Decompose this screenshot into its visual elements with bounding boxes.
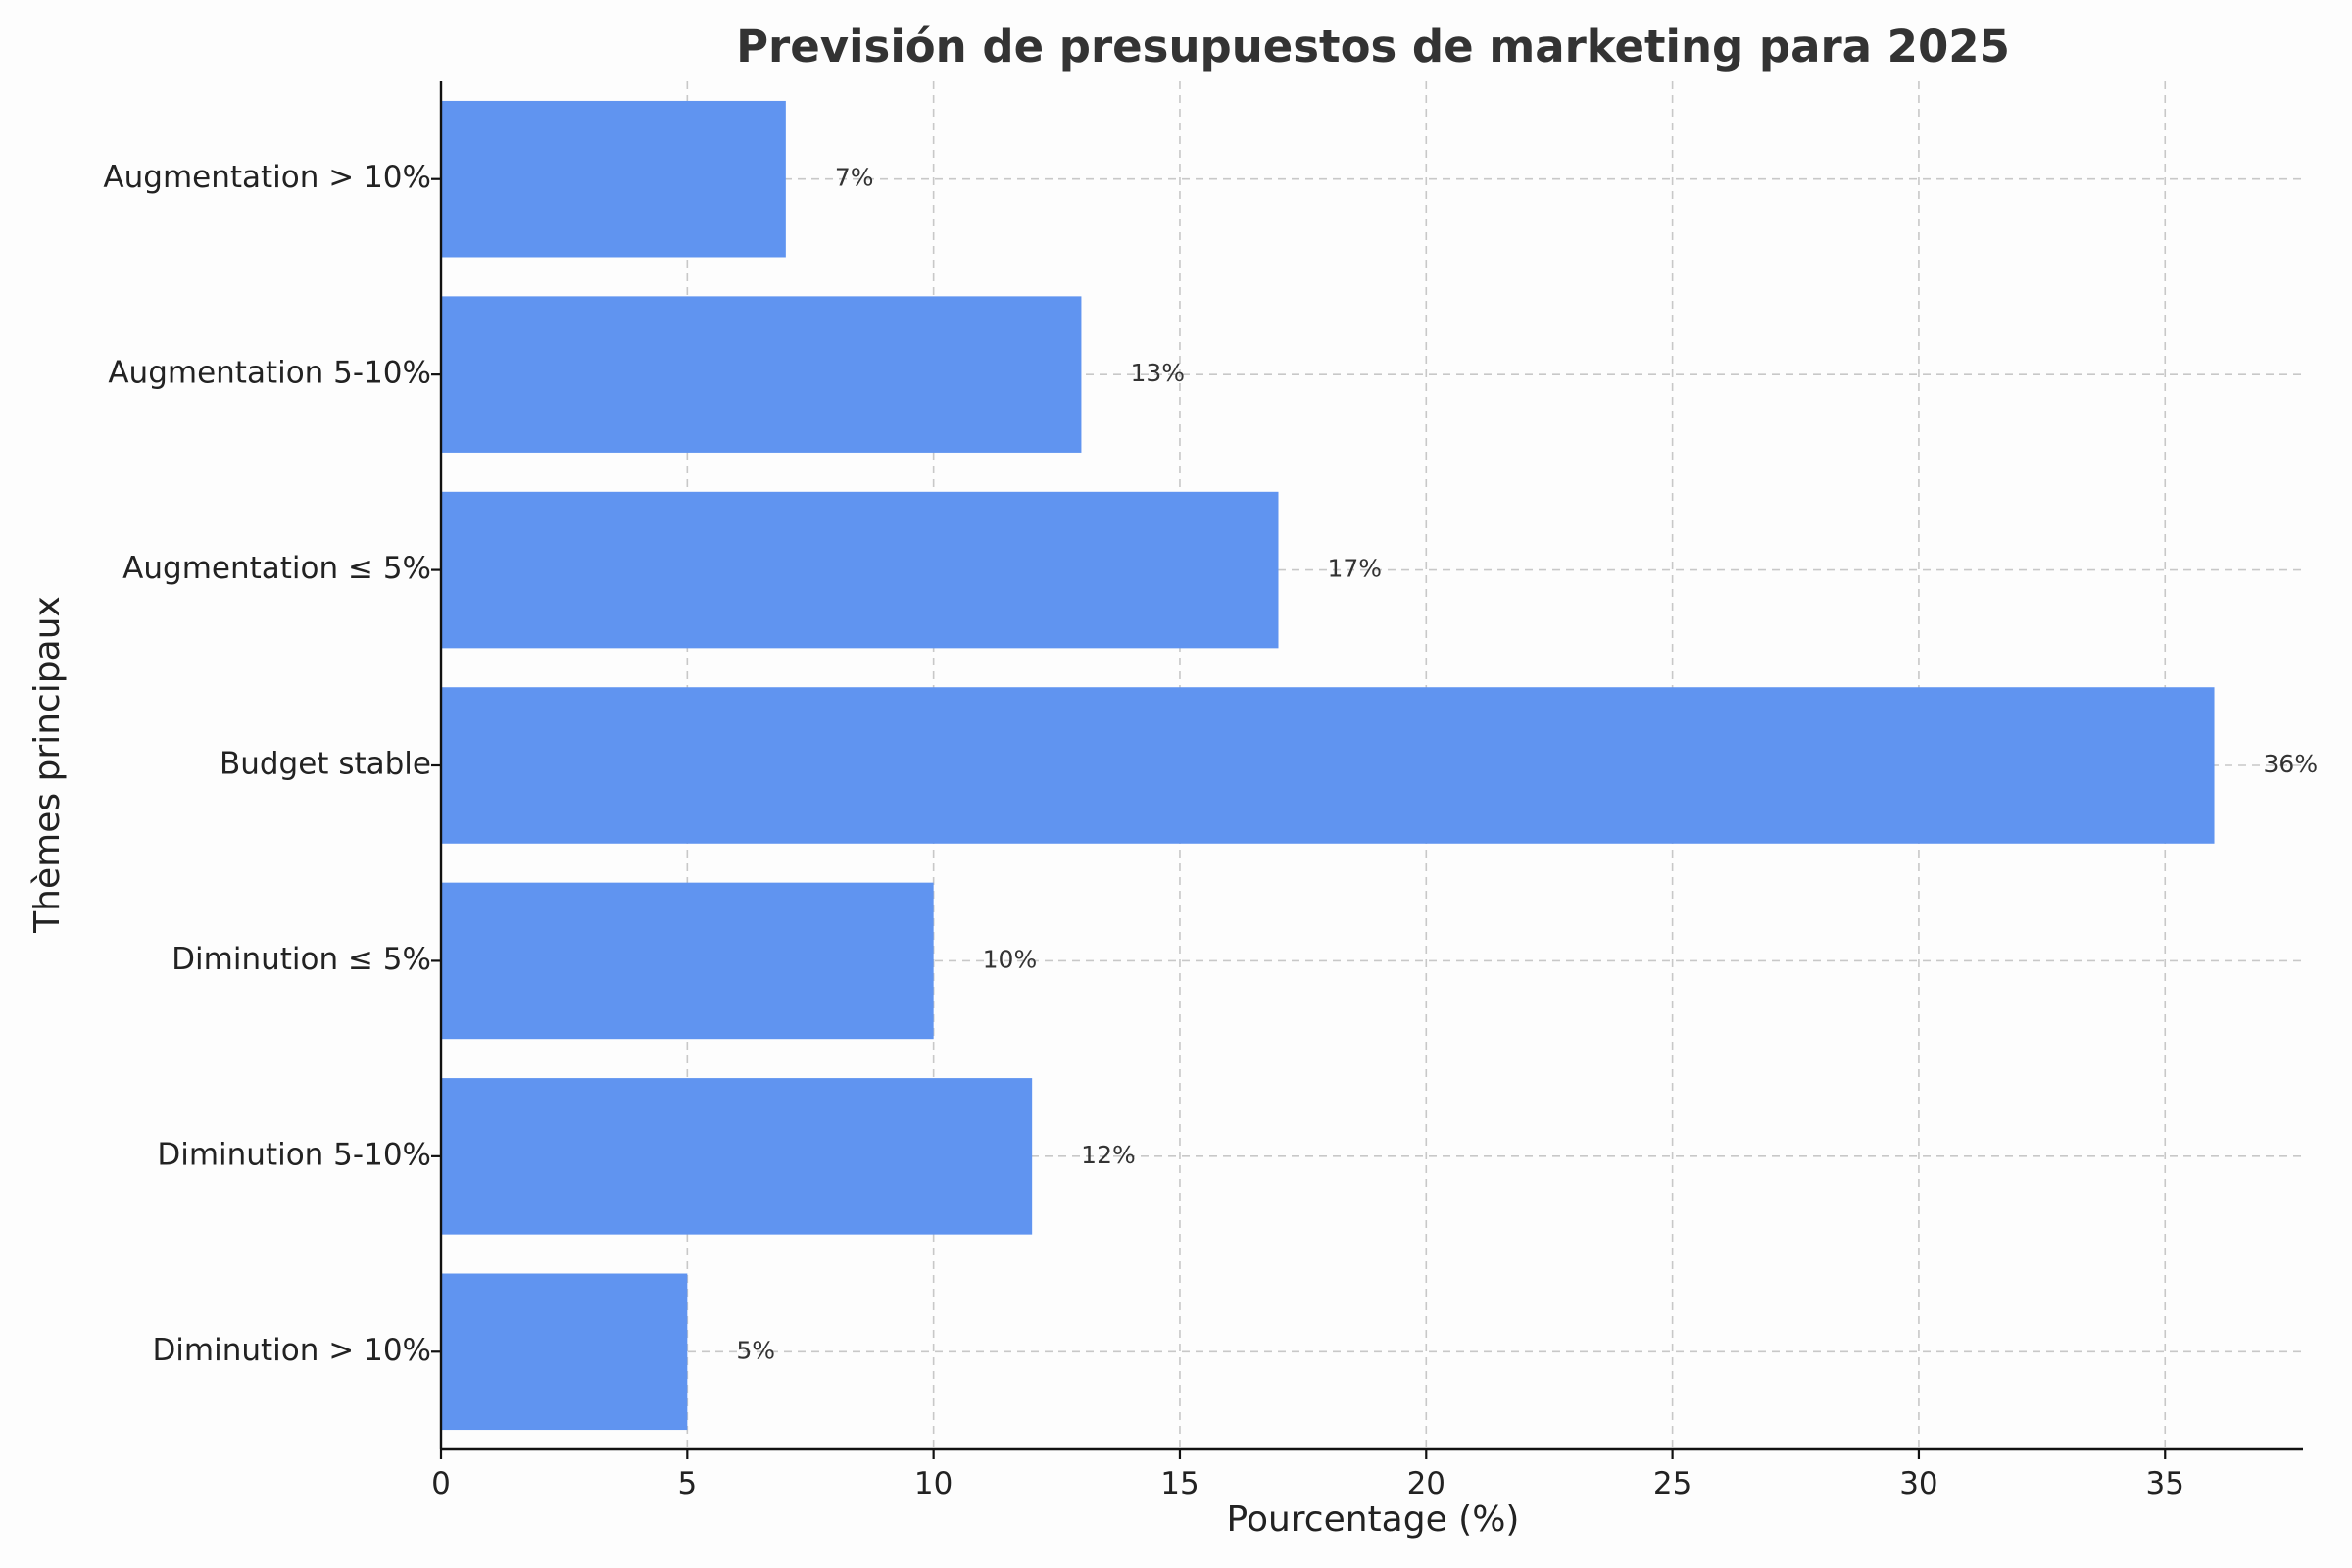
bar-1: [441, 1078, 1033, 1235]
bar-5: [441, 296, 1082, 453]
bars: [441, 100, 2215, 1431]
data-label-2: 10%: [983, 945, 1038, 973]
axes: 0 5 10 15 20 25 30 35 Diminution > 10% Diminution…: [103, 81, 2303, 1501]
y-tick-label-2: Diminution ≤ 5%: [172, 942, 431, 977]
x-tick-label-6: 30: [1899, 1466, 1937, 1501]
chart-title: Previsión de presupuestos de marketing p…: [736, 21, 2010, 73]
bar-0: [441, 1273, 688, 1431]
x-tick-label-0: 0: [431, 1466, 451, 1501]
x-tick-label-1: 5: [677, 1466, 697, 1501]
data-label-0: 5%: [736, 1336, 775, 1364]
x-tick-label-2: 10: [914, 1466, 953, 1501]
x-tick-label-3: 15: [1160, 1466, 1199, 1501]
data-labels: 5% 12% 10% 36% 17% 13% 7%: [736, 164, 2318, 1365]
x-tick-label-7: 35: [2146, 1466, 2184, 1501]
y-tick-label-1: Diminution 5-10%: [157, 1137, 431, 1172]
data-label-5: 13%: [1130, 359, 1185, 387]
data-label-4: 17%: [1327, 555, 1382, 583]
data-label-6: 7%: [835, 164, 874, 192]
data-label-1: 12%: [1081, 1141, 1136, 1169]
x-tick-label-5: 25: [1653, 1466, 1691, 1501]
y-tick-label-3: Budget stable: [220, 747, 431, 782]
bar-2: [441, 882, 934, 1040]
bar-4: [441, 491, 1279, 649]
bar-3: [441, 687, 2215, 844]
y-axis-label: Thèmes principaux: [27, 596, 68, 934]
y-tick-label-4: Augmentation ≤ 5%: [122, 551, 431, 586]
y-tick-label-6: Augmentation > 10%: [103, 160, 431, 195]
data-label-3: 36%: [2264, 750, 2319, 778]
y-tick-label-0: Diminution > 10%: [152, 1333, 431, 1368]
bar-6: [441, 100, 786, 258]
y-tick-label-5: Augmentation 5-10%: [108, 356, 431, 391]
x-tick-label-4: 20: [1407, 1466, 1446, 1501]
x-axis-label: Pourcentage (%): [1227, 1499, 1520, 1540]
